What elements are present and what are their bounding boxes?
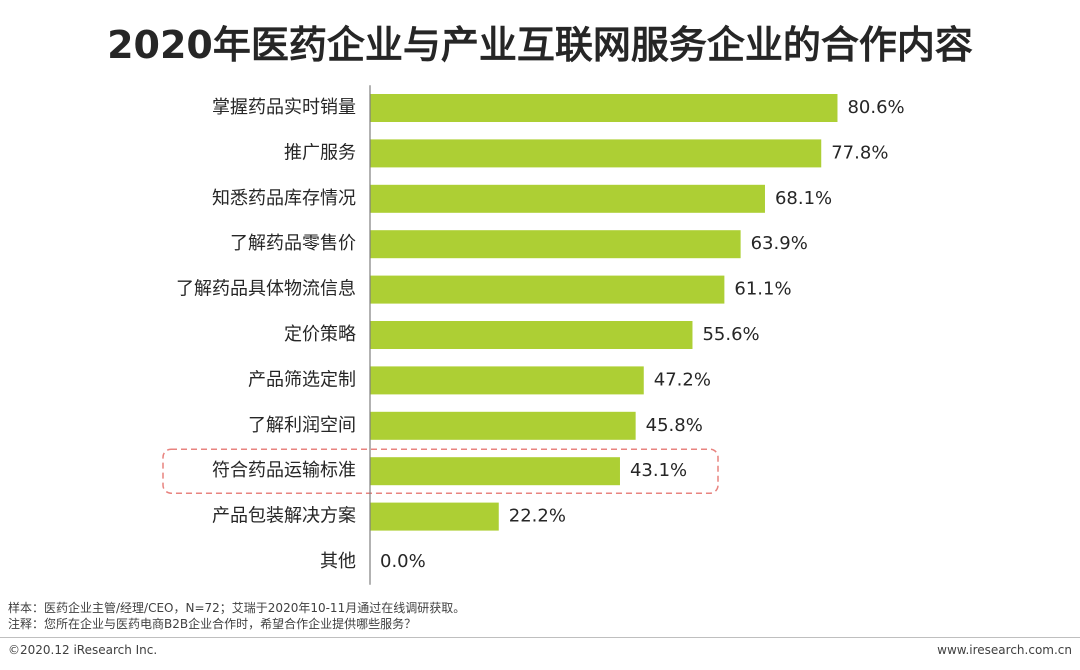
category-label: 产品筛选定制	[248, 369, 356, 390]
category-label: 知悉药品库存情况	[212, 188, 356, 209]
bar	[370, 230, 741, 259]
bar	[370, 184, 765, 213]
sample-note: 样本：医药企业主管/经理/CEO，N=72；艾瑞于2020年10-11月通过在线…	[8, 601, 466, 615]
bar	[370, 411, 636, 440]
footer-website: www.iresearch.com.cn	[937, 643, 1072, 657]
value-label: 0.0%	[380, 551, 426, 572]
bar	[370, 457, 620, 486]
category-label: 符合药品运输标准	[212, 460, 356, 481]
bar	[370, 366, 644, 395]
bar	[370, 321, 693, 349]
bar	[370, 502, 499, 531]
bar	[370, 94, 838, 122]
value-label: 55.6%	[702, 324, 759, 345]
value-label: 47.2%	[654, 369, 711, 390]
value-label: 80.6%	[847, 97, 904, 118]
value-label: 77.8%	[831, 142, 888, 163]
bar	[370, 275, 725, 304]
category-label: 推广服务	[284, 142, 356, 163]
comment-note: 注释：您所在企业与医药电商B2B企业合作时，希望合作企业提供哪些服务？	[8, 617, 417, 631]
category-label: 了解药品具体物流信息	[176, 279, 356, 300]
highlight-box	[162, 448, 719, 494]
category-label: 其他	[320, 551, 356, 572]
value-label: 43.1%	[630, 460, 687, 481]
category-label: 了解利润空间	[248, 415, 356, 436]
value-label: 45.8%	[646, 415, 703, 436]
value-label: 63.9%	[751, 233, 808, 254]
value-label: 68.1%	[775, 188, 832, 209]
category-label: 产品包装解决方案	[212, 506, 356, 527]
notes: 样本：医药企业主管/经理/CEO，N=72；艾瑞于2020年10-11月通过在线…	[8, 600, 465, 632]
value-label: 22.2%	[509, 506, 566, 527]
footer-divider	[0, 637, 1080, 638]
bar	[370, 139, 822, 168]
bar-chart: 掌握药品实时销量 80.6% 推广服务 77.8% 知悉药品库存情况 68.1% 了解药品零…	[162, 85, 905, 585]
category-label: 掌握药品实时销量	[212, 97, 356, 118]
footer-copyright: ©2020.12 iResearch Inc.	[8, 643, 158, 657]
chart-title: 2020年医药企业与产业互联网服务企业的合作内容	[107, 23, 973, 67]
value-label: 61.1%	[734, 279, 791, 300]
category-label: 了解药品零售价	[230, 233, 356, 254]
category-label: 定价策略	[284, 324, 356, 345]
